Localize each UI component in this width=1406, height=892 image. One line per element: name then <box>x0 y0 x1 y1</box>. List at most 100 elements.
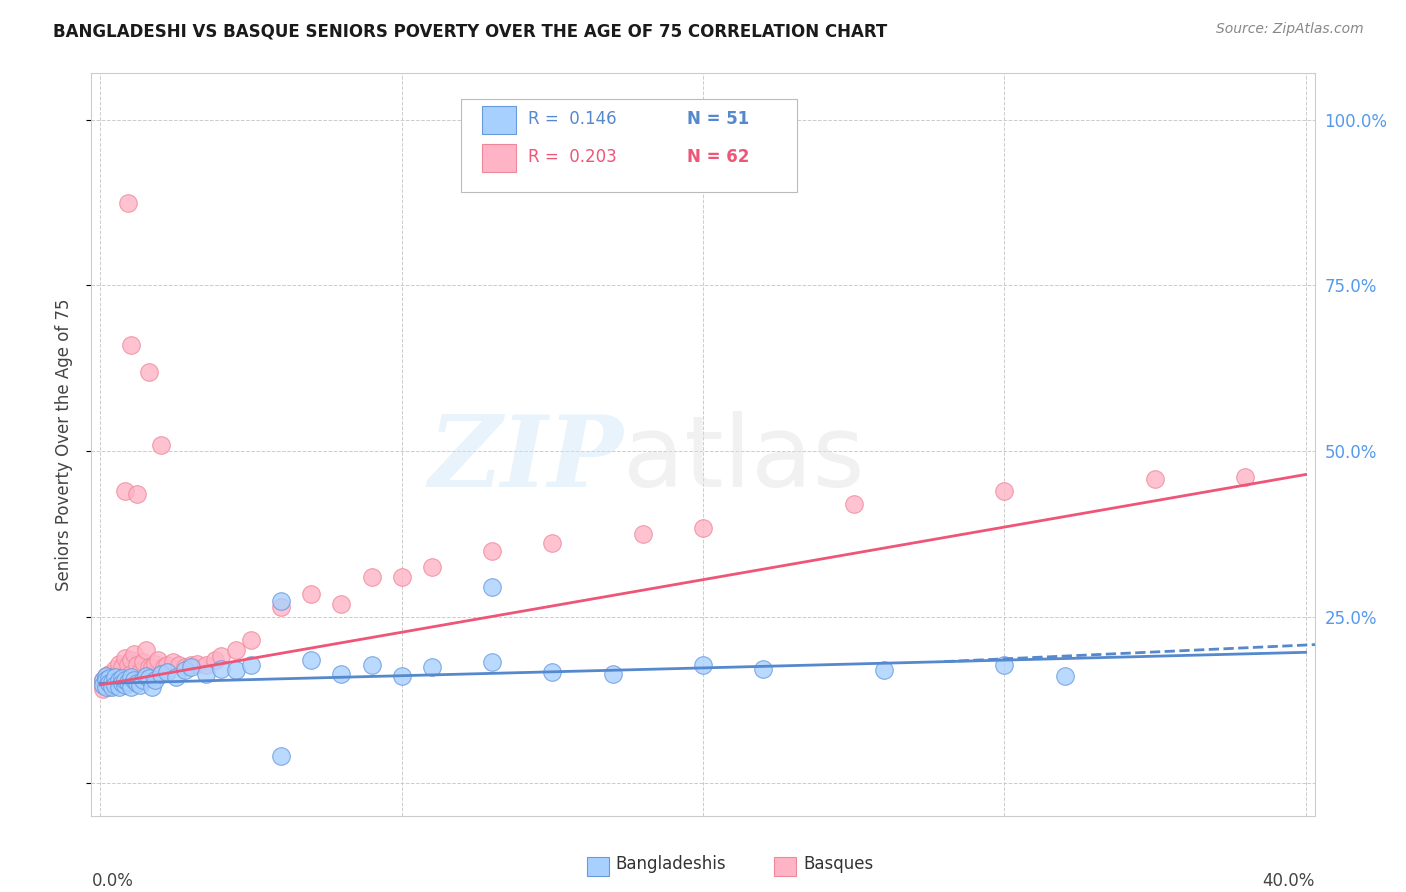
Point <box>122 647 145 661</box>
Point <box>842 497 865 511</box>
Point <box>391 570 413 584</box>
Point <box>602 666 624 681</box>
Point <box>180 660 202 674</box>
Point <box>107 657 129 671</box>
Point <box>101 675 124 690</box>
Point <box>1053 668 1076 682</box>
Point <box>131 673 153 688</box>
Text: Basques: Basques <box>803 855 873 873</box>
Point <box>481 544 503 558</box>
FancyBboxPatch shape <box>461 99 797 192</box>
Point <box>146 653 169 667</box>
Point <box>93 673 115 688</box>
Text: Source: ZipAtlas.com: Source: ZipAtlas.com <box>1216 22 1364 37</box>
Point <box>1234 469 1257 483</box>
Point <box>420 560 443 574</box>
Point <box>120 670 142 684</box>
Point <box>125 676 148 690</box>
Bar <box>773 857 796 876</box>
Point <box>135 668 157 682</box>
Point <box>194 666 217 681</box>
Point <box>120 338 142 352</box>
Point <box>117 195 139 210</box>
Point <box>270 749 292 764</box>
Text: N = 62: N = 62 <box>688 148 749 166</box>
Text: R =  0.203: R = 0.203 <box>529 148 617 166</box>
Point <box>96 678 118 692</box>
Point <box>152 660 174 674</box>
Point <box>98 671 121 685</box>
Point <box>631 527 654 541</box>
Point <box>120 680 142 694</box>
Y-axis label: Seniors Poverty Over the Age of 75: Seniors Poverty Over the Age of 75 <box>55 299 73 591</box>
Point <box>98 666 121 681</box>
Bar <box>482 144 516 172</box>
Point <box>101 678 124 692</box>
Point <box>541 665 564 679</box>
Point <box>180 657 202 672</box>
Point <box>117 675 139 690</box>
Point <box>138 660 160 674</box>
Point <box>117 657 139 672</box>
Point <box>93 678 115 692</box>
Point <box>141 660 163 674</box>
Point <box>138 671 160 685</box>
Point <box>149 666 172 681</box>
Point <box>110 660 132 674</box>
Point <box>173 660 195 674</box>
Text: Bangladeshis: Bangladeshis <box>614 855 725 873</box>
Point <box>204 653 226 667</box>
Point <box>104 673 127 688</box>
Text: BANGLADESHI VS BASQUE SENIORS POVERTY OVER THE AGE OF 75 CORRELATION CHART: BANGLADESHI VS BASQUE SENIORS POVERTY OV… <box>53 22 887 40</box>
Point <box>993 657 1015 672</box>
Point <box>993 484 1015 499</box>
Point <box>156 657 179 672</box>
Text: atlas: atlas <box>623 411 865 508</box>
Point <box>101 668 124 682</box>
Point <box>692 657 714 672</box>
Text: 40.0%: 40.0% <box>1263 871 1315 890</box>
Point <box>125 657 148 672</box>
Point <box>299 587 322 601</box>
Point <box>156 665 179 679</box>
Point <box>110 673 132 688</box>
Point <box>541 536 564 550</box>
Point <box>391 668 413 682</box>
Point <box>330 666 353 681</box>
Point <box>360 657 382 672</box>
Point <box>420 660 443 674</box>
Point <box>96 673 118 688</box>
Point <box>141 680 163 694</box>
Point <box>481 580 503 594</box>
Point <box>114 673 136 688</box>
Point <box>114 651 136 665</box>
Point <box>110 671 132 685</box>
Point <box>138 365 160 379</box>
Point <box>299 653 322 667</box>
Point <box>120 666 142 681</box>
Point <box>225 663 247 677</box>
Point <box>125 487 148 501</box>
Point <box>122 673 145 688</box>
Point <box>194 657 217 672</box>
Point <box>120 653 142 667</box>
Point <box>165 670 187 684</box>
Point <box>110 676 132 690</box>
Point <box>873 663 896 677</box>
Point <box>225 643 247 657</box>
Point <box>752 662 775 676</box>
Point <box>93 673 115 688</box>
Point <box>143 657 166 671</box>
Point <box>209 662 232 676</box>
Point <box>173 663 195 677</box>
Point <box>104 670 127 684</box>
Point <box>93 681 115 696</box>
Point <box>143 673 166 688</box>
Point <box>107 680 129 694</box>
Point <box>104 678 127 692</box>
Point <box>98 676 121 690</box>
Point <box>149 438 172 452</box>
Text: N = 51: N = 51 <box>688 111 749 128</box>
Bar <box>482 106 516 134</box>
Point <box>240 633 263 648</box>
